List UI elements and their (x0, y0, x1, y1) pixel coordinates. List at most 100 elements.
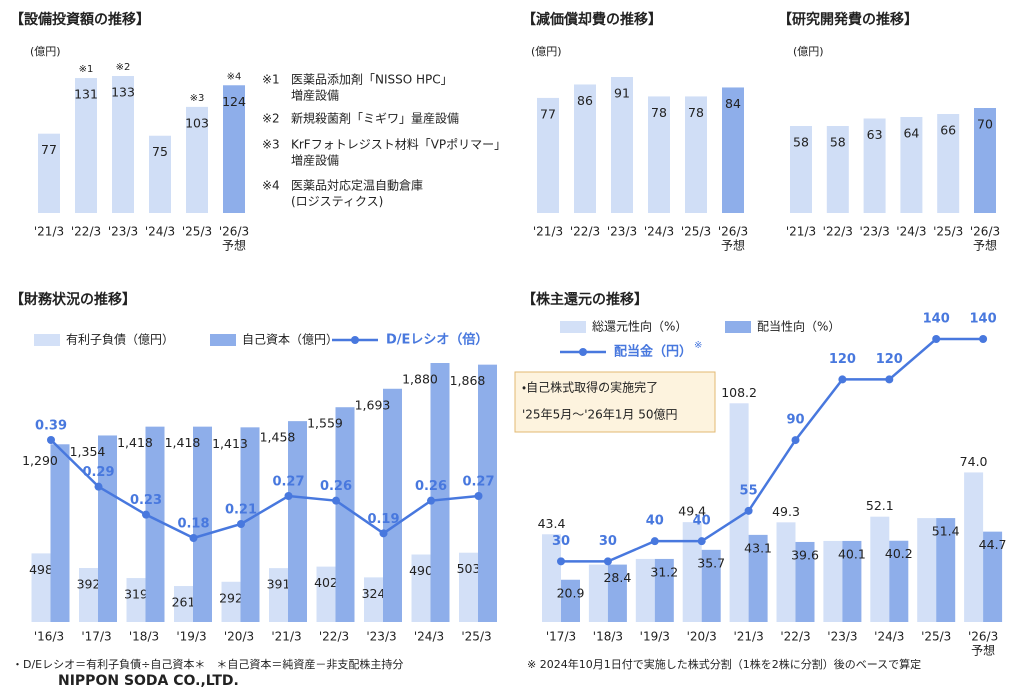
line (50, 439, 479, 540)
line-marker (838, 375, 847, 384)
line-label: 0.39 (35, 419, 67, 434)
x-tick-label: '24/3 (644, 225, 674, 239)
bar (174, 586, 193, 622)
x-tick-label: '22/3 (780, 630, 810, 644)
value-label: 402 (314, 575, 338, 590)
note-mark: ※1 (262, 73, 280, 87)
value-label: 49.4 (678, 504, 706, 519)
value-label: 77 (540, 106, 556, 121)
bar (316, 566, 336, 622)
line-marker (142, 510, 150, 519)
footnote: ※ 2024年10月1日付で実施した株式分割（1株を2株に分割）後のベースで算定 (527, 657, 921, 671)
bar (574, 84, 596, 213)
line-marker (284, 492, 293, 500)
bar-note: ※1 (79, 64, 94, 75)
bar (79, 567, 98, 622)
value-label: 1,418 (117, 435, 153, 450)
value-label: 31.2 (650, 564, 678, 579)
note-mark: ※4 (262, 179, 280, 193)
bar (729, 403, 749, 622)
bar (149, 135, 171, 213)
value-label: 35.7 (697, 555, 725, 570)
x-tick-label: '25/3 (461, 630, 491, 644)
value-label: 20.9 (557, 585, 585, 600)
value-label: 58 (830, 135, 846, 150)
value-label: 74.0 (960, 454, 988, 469)
x-tick-label: 予想 (971, 643, 995, 658)
legend-swatch (560, 321, 586, 333)
bar (31, 553, 51, 622)
value-label: 43.1 (744, 540, 772, 555)
value-label: 75 (152, 144, 168, 159)
bar (411, 554, 431, 622)
line (561, 337, 984, 563)
note-text: (ロジスティクス) (291, 195, 383, 209)
bar (900, 117, 923, 213)
value-label: 1,354 (70, 444, 106, 459)
x-tick-label: '23/3 (827, 630, 857, 644)
unit-label: (億円) (30, 45, 61, 58)
line-marker (791, 436, 800, 445)
line-label: 90 (786, 413, 804, 428)
x-tick-label: '21/3 (533, 225, 563, 239)
line-marker (979, 335, 988, 343)
chart-title: 【株主還元の推移】 (522, 291, 648, 308)
note-mark: ※2 (262, 112, 280, 126)
bar (654, 558, 674, 622)
line-marker (94, 482, 103, 491)
bar (537, 97, 559, 213)
bar (145, 426, 165, 622)
x-tick-label: '19/3 (640, 630, 670, 644)
chart-title: 【減価償却費の推移】 (522, 11, 662, 28)
bar (870, 516, 890, 622)
bar (459, 552, 478, 622)
value-label: 498 (29, 562, 53, 577)
legend-label: 自己資本（億円） (242, 333, 338, 347)
line-marker (697, 537, 706, 546)
line-label: 0.21 (225, 503, 257, 518)
x-tick-label: '21/3 (34, 225, 64, 239)
bar (748, 534, 768, 622)
legend-label: 配当性向（%） (757, 319, 840, 334)
line-marker (885, 375, 894, 384)
line-label: 0.19 (367, 512, 399, 527)
bar-note: ※2 (116, 62, 131, 73)
chart-title: 【財務状況の推移】 (10, 291, 136, 308)
company-name: NIPPON SODA CO.,LTD. (58, 673, 239, 687)
bar (648, 96, 670, 213)
x-tick-label: '18/3 (129, 630, 159, 644)
note-text: KrFフォトレジスト材料「VPポリマー」 (291, 138, 506, 152)
x-tick-label: '19/3 (176, 630, 206, 644)
legend-label: D/Eレシオ（倍） (386, 332, 488, 348)
bar (126, 578, 146, 622)
legend-swatch (725, 321, 751, 333)
x-tick-label: '20/3 (687, 630, 717, 644)
value-label: 84 (725, 96, 741, 111)
line-marker (47, 436, 55, 444)
bar (588, 564, 608, 622)
legend-marker (351, 336, 359, 344)
bar (701, 549, 721, 622)
x-tick-label: '20/3 (224, 630, 254, 644)
value-label: 292 (219, 590, 243, 605)
bar (288, 421, 307, 622)
x-tick-label: '26/3 (970, 225, 1000, 239)
x-tick-label: '23/3 (607, 225, 637, 239)
value-label: 319 (124, 587, 148, 602)
bar (889, 540, 909, 622)
value-label: 28.4 (603, 570, 631, 585)
note-text: 増産設備 (291, 89, 339, 103)
value-label: 39.6 (791, 547, 819, 562)
x-tick-label: '22/3 (570, 225, 600, 239)
line-marker (603, 557, 612, 566)
bar (430, 363, 450, 622)
value-label: 503 (457, 561, 481, 576)
x-tick-label: '25/3 (182, 225, 212, 239)
line-marker (332, 496, 340, 505)
bar (635, 558, 655, 622)
bar (561, 579, 580, 622)
value-label: 108.2 (721, 385, 757, 400)
note-text: 医薬品対応定温自動倉庫 (291, 179, 423, 193)
x-tick-label: '16/3 (34, 630, 64, 644)
